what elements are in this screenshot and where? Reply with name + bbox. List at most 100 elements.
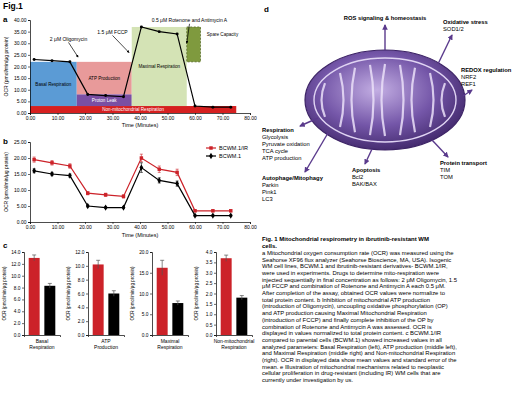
- diagram-label-item: TCA cycle: [262, 148, 288, 154]
- tick: 2.5: [206, 281, 216, 286]
- diagram-label-item: Pyruvate oxidation: [262, 141, 310, 147]
- diagram-label-item: ATP production: [262, 155, 301, 161]
- point: [175, 180, 179, 186]
- diagram-label-item: TOM: [440, 174, 453, 180]
- bar: [29, 258, 40, 335]
- point: [140, 156, 143, 159]
- tick-label: 4.0: [206, 250, 213, 255]
- point: [122, 204, 126, 210]
- point: [86, 203, 90, 209]
- tick: 70.00: [217, 113, 230, 121]
- tick-label: 60.00: [189, 115, 202, 121]
- diagram-arrow: [438, 35, 452, 64]
- diagram-label-title: Protein transport: [440, 160, 487, 166]
- tick-label: 2.0: [78, 319, 85, 324]
- tick-mark: [86, 307, 88, 308]
- tick: 10.0: [11, 274, 24, 279]
- tick-mark: [86, 294, 88, 295]
- tick: 40.00: [134, 222, 147, 230]
- tick-label: 5.0: [142, 312, 149, 317]
- diagram-arrow: [463, 90, 472, 96]
- point: [50, 171, 54, 177]
- caption-line: (introduction of FCCP) and finally compl…: [262, 317, 434, 323]
- y-axis: 0.05.010.015.020.0: [139, 250, 152, 338]
- figure-title: Fig.1: [3, 1, 23, 11]
- point: [68, 172, 72, 178]
- caption-line: combination of Rotenone and Antimycin A …: [262, 324, 432, 330]
- error-bar: [140, 154, 143, 162]
- point: [86, 93, 89, 96]
- point: [229, 209, 232, 212]
- tick-mark: [28, 20, 30, 21]
- point: [193, 209, 196, 212]
- tick: 20.00: [79, 222, 92, 230]
- tick-label: 40.00: [14, 17, 27, 23]
- tick-mark: [28, 222, 30, 223]
- bar: [172, 303, 183, 335]
- tick: 35.00: [14, 29, 30, 35]
- tick: 3.5: [206, 260, 216, 265]
- tick-label: 0.0: [78, 333, 85, 338]
- region-label: Proton Leak: [92, 98, 117, 103]
- point: [104, 193, 107, 196]
- tick-mark: [86, 252, 88, 253]
- error-bar: [112, 291, 116, 297]
- crista: [442, 83, 446, 117]
- mitochondrion-inner: [314, 58, 456, 142]
- region-label: Maximal Respiration: [138, 64, 180, 69]
- point: [229, 212, 233, 218]
- bar-chart: 0.00.51.01.52.02.53.03.54.0Non-mitochond…: [194, 250, 254, 350]
- diagram: dROS signaling & homeostasisOxidative st…: [262, 5, 512, 202]
- x-axis: 0.0010.0020.0030.0040.0050.0060.0070.008…: [26, 113, 257, 121]
- tick-label: 12.0: [75, 250, 85, 255]
- diagram-label-title: REDOX regulation: [461, 67, 512, 73]
- mitochondrion-outer: [305, 50, 465, 150]
- caption-line: mean. e Illustration of mitochondrial me…: [262, 364, 444, 370]
- y-axis-title: OCR (pmol/min/μg protein): [66, 266, 71, 320]
- label-line: Respiration: [157, 344, 183, 350]
- x-axis-title: Time (Minutes): [122, 232, 159, 238]
- caption-line: total protein content. b Inhibition of m…: [262, 297, 430, 303]
- tick-label: 0.00: [17, 219, 27, 225]
- x-axis: [153, 336, 189, 338]
- tick-mark: [150, 314, 152, 315]
- tick-mark: [28, 174, 30, 175]
- tick: 70.00: [217, 222, 230, 230]
- region: [30, 62, 77, 106]
- tick-label: 1.5: [206, 302, 213, 307]
- tick: 20.0: [139, 250, 152, 255]
- y-axis: 0.02.04.06.08.010.012.0: [75, 250, 88, 338]
- label-line: Respiration: [221, 344, 247, 350]
- caption-line: injected sequentially in final concentra…: [262, 277, 458, 283]
- crista: [430, 73, 434, 127]
- tick-mark: [150, 252, 152, 253]
- tick: 10.00: [52, 222, 65, 230]
- point: [193, 212, 197, 218]
- tick-label: 2.0: [14, 321, 21, 326]
- caption-line: currently under investigation by us.: [262, 377, 353, 383]
- diagram-label-item: REF1: [461, 81, 476, 87]
- tick: 8.0: [78, 278, 88, 283]
- caption-line: After completion of the assay, obtained …: [262, 290, 446, 296]
- tick-label: 15.00: [14, 171, 27, 177]
- tick-label: 15.00: [14, 75, 27, 81]
- bar: [221, 258, 232, 335]
- tick: 0.0: [14, 333, 24, 338]
- tick-label: 30.00: [107, 115, 120, 121]
- y-axis: 0.005.0010.0015.0020.0025.0030.0035.0040…: [14, 17, 31, 116]
- bar: [108, 294, 119, 336]
- tick-mark: [28, 101, 30, 102]
- caption-line: displayed in values normalized to total …: [262, 330, 441, 336]
- y-axis-title: OCR (pmol/min/μg protein): [2, 266, 7, 320]
- error-bar: [51, 161, 54, 165]
- axis-line: [89, 336, 125, 338]
- diagram-label-item: Glycolysis: [262, 134, 288, 140]
- tick-label: 20.00: [14, 64, 27, 70]
- tick: 5.00: [17, 203, 30, 209]
- tick: 10.00: [52, 113, 65, 121]
- tick-label: 15.0: [139, 271, 149, 276]
- point: [211, 212, 215, 218]
- tick-label: 40.00: [134, 224, 147, 230]
- tick: 30.00: [107, 113, 120, 121]
- plot-area: [29, 255, 56, 335]
